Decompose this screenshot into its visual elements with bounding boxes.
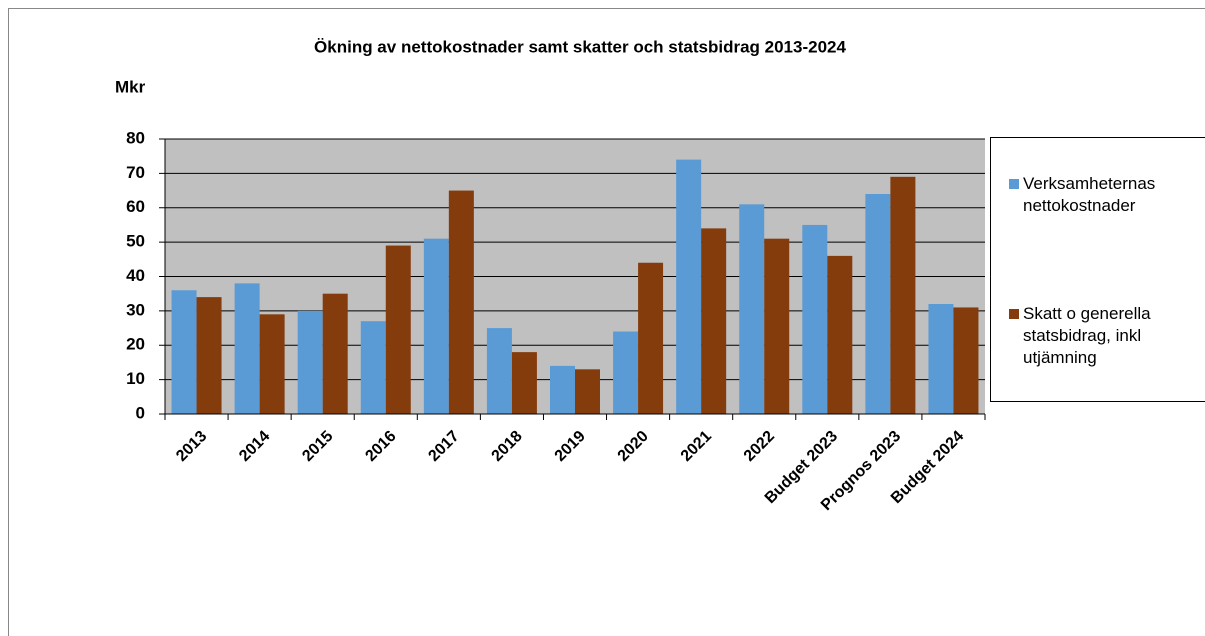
bar: [297, 310, 323, 414]
bar: [171, 290, 197, 414]
bar: [234, 283, 260, 414]
bar: [575, 369, 600, 414]
bar: [196, 297, 222, 414]
legend-label: Verksamheternas nettokostnader: [1023, 174, 1156, 215]
bar: [928, 304, 954, 414]
x-tick-label: 2020: [615, 428, 652, 465]
y-tick-label: 50: [126, 232, 145, 251]
bar: [385, 245, 411, 414]
bar: [890, 176, 916, 414]
x-tick-label: 2013: [173, 428, 210, 465]
y-tick-label: 20: [126, 335, 145, 354]
legend-label: Skatt o generella statsbidrag, inkl utjä…: [1023, 304, 1151, 367]
legend-entry: Verksamheternas nettokostnader: [1009, 173, 1174, 217]
x-tick-label: 2022: [741, 428, 778, 465]
x-tick-label: 2018: [489, 428, 526, 465]
y-tick-label: 0: [136, 403, 145, 422]
bar: [701, 228, 727, 414]
x-tick-label: 2015: [299, 428, 336, 465]
x-tick-label: 2017: [425, 428, 462, 465]
bar: [259, 314, 285, 414]
bar: [764, 238, 790, 414]
bar: [511, 352, 537, 414]
legend-swatch: [1009, 309, 1019, 319]
bar: [550, 365, 575, 414]
legend-swatch: [1009, 179, 1019, 189]
x-tick-label: 2016: [362, 428, 399, 465]
bar: [676, 159, 702, 414]
y-tick-label: 40: [126, 266, 145, 285]
y-axis-label: Mkr: [115, 77, 146, 96]
bar: [613, 331, 639, 414]
bar: [953, 307, 979, 414]
x-tick-label: 2019: [552, 428, 589, 465]
bar: [827, 255, 853, 414]
y-tick-label: 60: [126, 197, 145, 216]
bar: [322, 293, 348, 414]
y-tick-label: 70: [126, 163, 145, 182]
bar: [448, 190, 474, 414]
bar: [865, 194, 891, 414]
x-tick-label: 2014: [236, 428, 273, 465]
y-tick-label: 80: [126, 128, 145, 147]
bar: [739, 204, 765, 414]
bar: [802, 224, 828, 414]
bar: [638, 262, 664, 414]
bar: [423, 238, 449, 414]
chart-title: Ökning av nettokostnader samt skatter oc…: [314, 37, 846, 56]
x-tick-label: 2021: [678, 428, 715, 465]
legend-entry: Skatt o generella statsbidrag, inkl utjä…: [1009, 303, 1174, 369]
legend: Verksamheternas nettokostnader Skatt o ge…: [990, 137, 1205, 402]
bar: [486, 328, 512, 414]
y-tick-label: 10: [126, 369, 145, 388]
y-tick-label: 30: [126, 300, 145, 319]
bar: [360, 321, 386, 414]
